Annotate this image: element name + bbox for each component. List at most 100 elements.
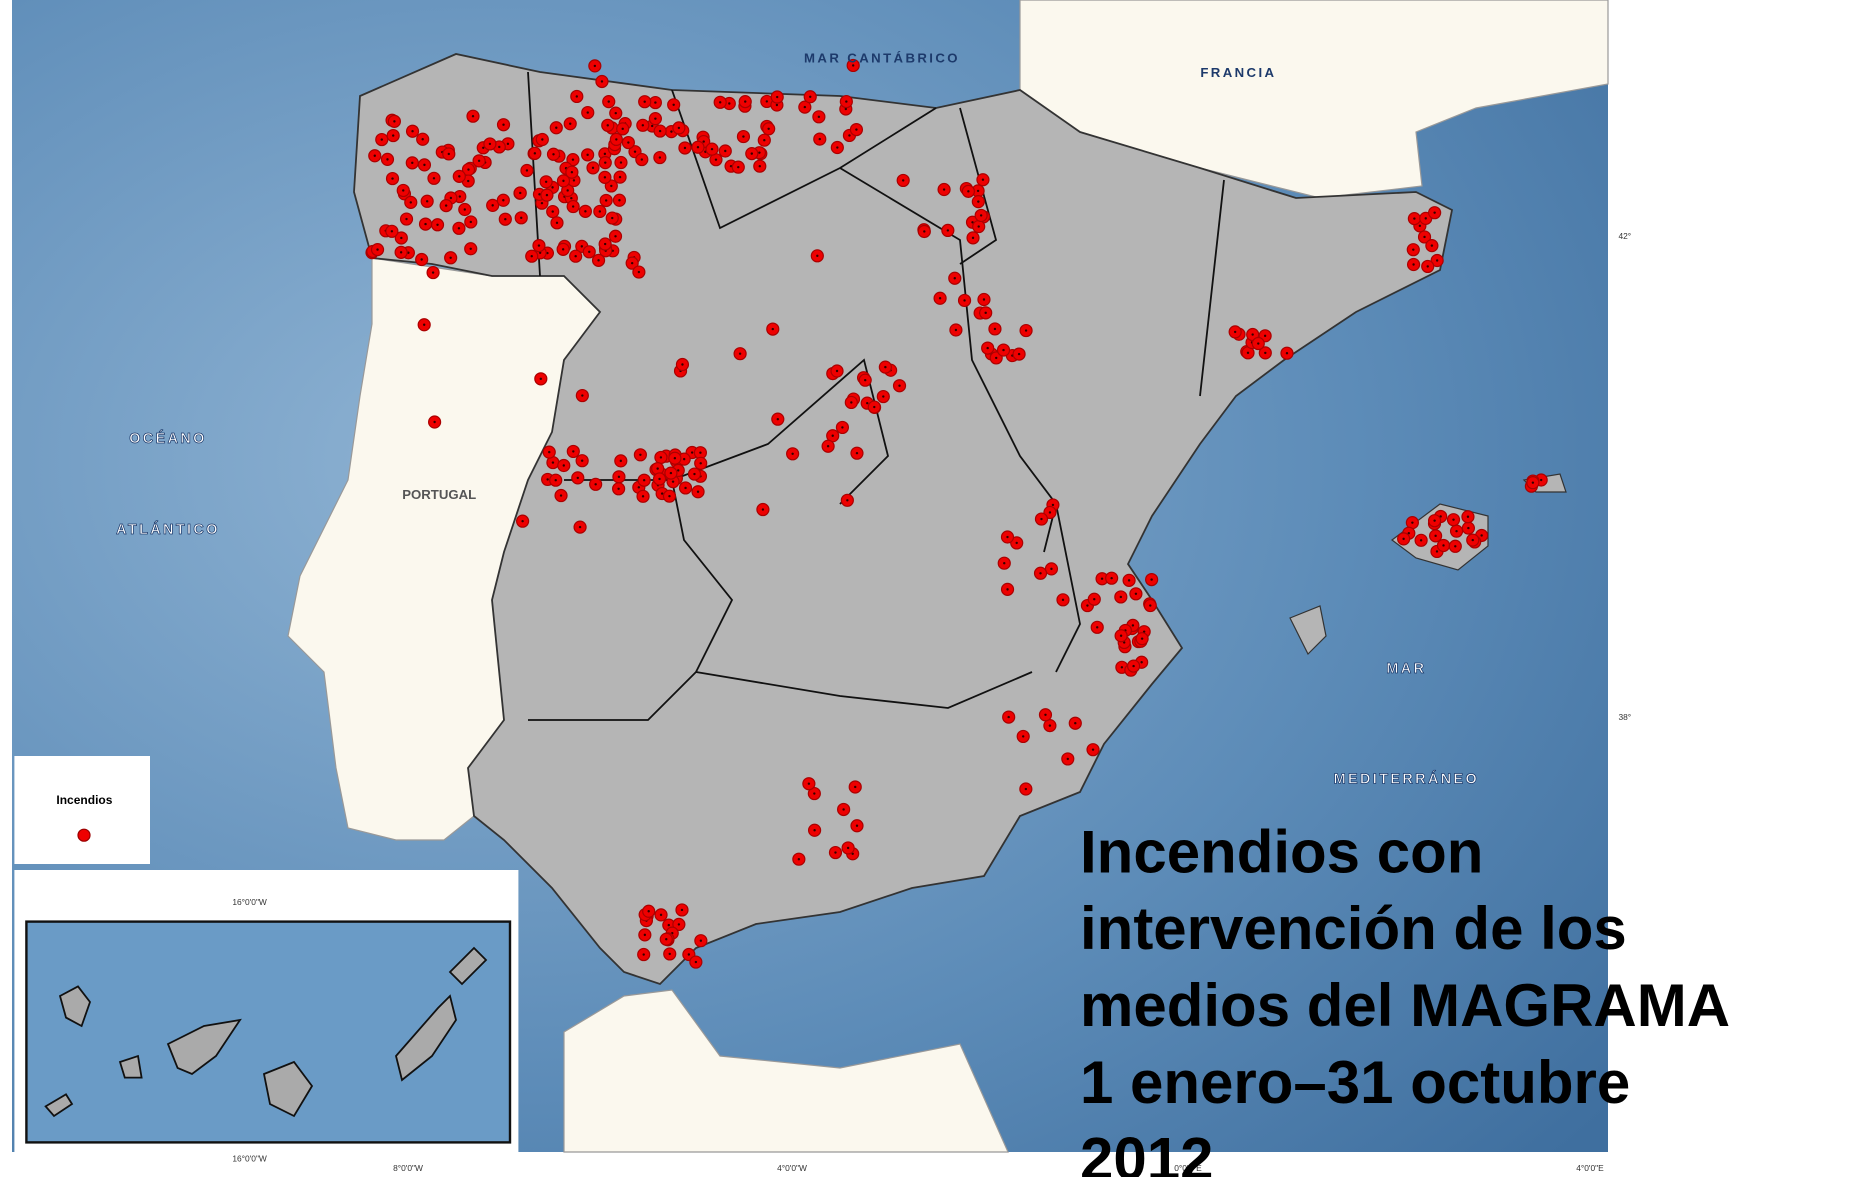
fire-marker-center — [620, 161, 622, 163]
fire-marker-center — [458, 175, 460, 177]
fire-marker-center — [617, 488, 619, 490]
fire-marker-center — [684, 487, 686, 489]
fire-marker-center — [498, 146, 500, 148]
fire-marker-center — [647, 910, 649, 912]
fire-marker-center — [627, 141, 629, 143]
fire-marker-center — [791, 453, 793, 455]
fire-marker-center — [507, 143, 509, 145]
fire-marker-center — [939, 297, 941, 299]
title-line: Incendios con — [1080, 818, 1483, 885]
fire-marker-center — [433, 421, 435, 423]
fire-marker-center — [531, 255, 533, 257]
fire-marker-center — [1016, 542, 1018, 544]
fire-marker-center — [599, 210, 601, 212]
fire-marker-center — [374, 155, 376, 157]
fire-marker-center — [700, 939, 702, 941]
fire-marker-center — [572, 450, 574, 452]
fire-marker-center — [850, 401, 852, 403]
fire-marker-center — [995, 357, 997, 359]
fire-marker-center — [458, 227, 460, 229]
fire-marker-center — [882, 395, 884, 397]
fire-marker-center — [450, 197, 452, 199]
fire-marker-center — [1074, 722, 1076, 724]
fire-marker-center — [1007, 716, 1009, 718]
fire-marker-center — [433, 177, 435, 179]
fire-marker-center — [804, 106, 806, 108]
fire-marker-center — [489, 143, 491, 145]
fire-marker-center — [1120, 635, 1122, 637]
fire-marker-center — [592, 167, 594, 169]
graticule-label: 8°0'0"W — [393, 1163, 423, 1173]
fire-marker-center — [659, 130, 661, 132]
fire-marker-center — [470, 221, 472, 223]
fire-marker-center — [405, 218, 407, 220]
fire-marker-center — [605, 199, 607, 201]
fire-marker-center — [502, 199, 504, 201]
fire-marker-center — [1264, 335, 1266, 337]
fire-marker-center — [670, 130, 672, 132]
fire-marker-center — [642, 953, 644, 955]
fire-marker-center — [604, 243, 606, 245]
fire-marker-center — [1022, 735, 1024, 737]
fire-marker-center — [634, 150, 636, 152]
fire-marker-center — [1110, 577, 1112, 579]
fire-marker-center — [604, 161, 606, 163]
fire-marker-center — [884, 366, 886, 368]
fire-marker-center — [977, 225, 979, 227]
fire-marker-center — [541, 138, 543, 140]
ocean-label: OCÉANO — [129, 430, 207, 447]
fire-marker-center — [622, 128, 624, 130]
fire-marker-center — [832, 435, 834, 437]
fire-marker-center — [955, 329, 957, 331]
fire-marker-center — [711, 148, 713, 150]
fire-marker-center — [1480, 534, 1482, 536]
fire-marker-center — [545, 181, 547, 183]
fire-marker-center — [841, 426, 843, 428]
fire-marker-center — [574, 255, 576, 257]
fire-marker-center — [808, 783, 810, 785]
fire-marker-center — [1149, 604, 1151, 606]
fire-marker-center — [391, 230, 393, 232]
fire-marker-center — [588, 251, 590, 253]
country-label: FRANCIA — [1200, 65, 1276, 80]
fire-marker-center — [638, 486, 640, 488]
fire-marker-center — [551, 186, 553, 188]
fire-marker-center — [855, 128, 857, 130]
fire-marker-center — [923, 230, 925, 232]
fire-marker-center — [1132, 624, 1134, 626]
fire-marker-center — [1419, 225, 1421, 227]
fire-marker-center — [445, 204, 447, 206]
fire-marker-center — [423, 164, 425, 166]
fire-marker-center — [848, 134, 850, 136]
fire-marker-center — [854, 786, 856, 788]
fire-marker-center — [943, 188, 945, 190]
fire-marker-center — [449, 257, 451, 259]
fire-marker-center — [986, 347, 988, 349]
fire-marker-center — [1532, 481, 1534, 483]
fire-marker-center — [982, 179, 984, 181]
fire-marker-center — [614, 235, 616, 237]
fire-marker-center — [1413, 217, 1415, 219]
fire-marker-center — [586, 154, 588, 156]
fire-marker-center — [467, 180, 469, 182]
fire-marker-center — [677, 469, 679, 471]
fire-marker-center — [400, 237, 402, 239]
fire-marker-center — [654, 117, 656, 119]
fire-marker-center — [639, 454, 641, 456]
fire-marker-center — [1140, 661, 1142, 663]
fire-marker-center — [1412, 263, 1414, 265]
fire-marker-center — [1003, 562, 1005, 564]
fire-marker-center — [1093, 598, 1095, 600]
fire-marker-center — [776, 96, 778, 98]
fire-marker-center — [420, 258, 422, 260]
fire-marker-center — [1540, 479, 1542, 481]
fire-marker-center — [1411, 521, 1413, 523]
fire-marker-center — [1052, 504, 1054, 506]
fire-marker-center — [604, 176, 606, 178]
fire-marker-center — [432, 271, 434, 273]
fire-marker-center — [758, 151, 760, 153]
fire-marker-center — [977, 190, 979, 192]
fire-marker-center — [611, 217, 613, 219]
fire-marker-center — [697, 491, 699, 493]
fire-marker-center — [581, 394, 583, 396]
